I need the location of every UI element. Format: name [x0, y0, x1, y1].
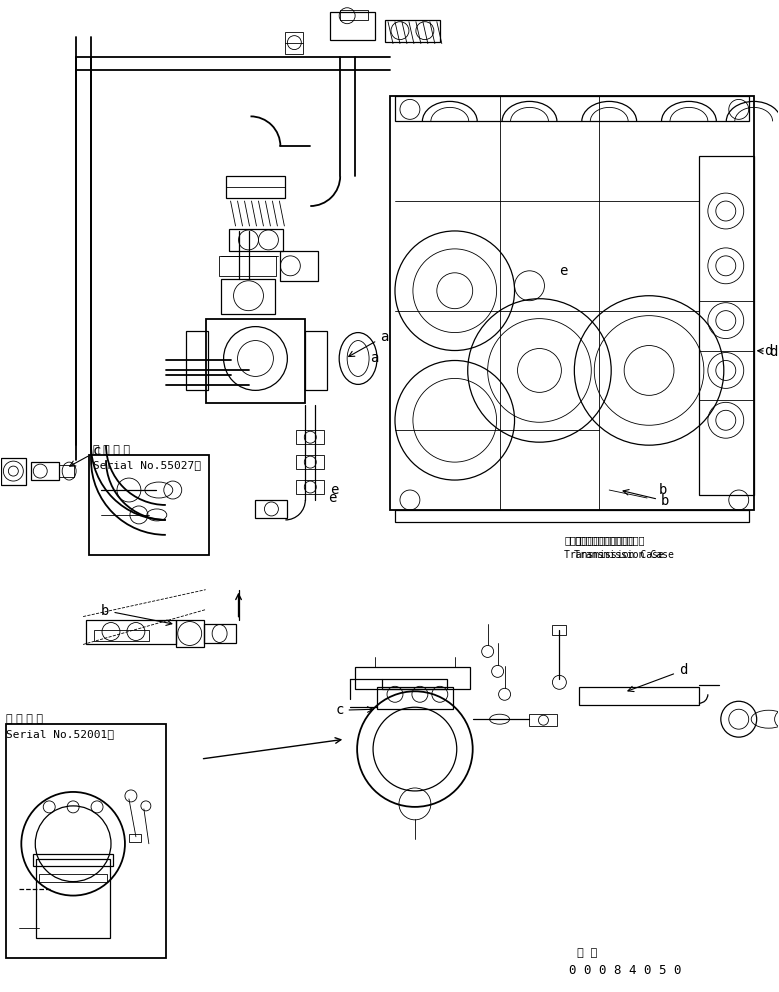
Bar	[37, 859, 110, 938]
Bar	[39, 874, 107, 882]
Text: a: a	[370, 351, 379, 365]
Text: d: d	[758, 344, 777, 358]
Text: c: c	[335, 703, 373, 717]
Text: c: c	[69, 444, 101, 466]
Bar	[86, 620, 176, 645]
Bar	[340, 10, 368, 20]
Bar	[355, 668, 470, 689]
Bar	[129, 834, 141, 842]
Bar	[330, 12, 375, 40]
Text: － －: － －	[577, 948, 597, 958]
Text: トランスミッションケース: トランスミッションケース	[574, 535, 645, 545]
Text: b: b	[623, 489, 669, 508]
Bar	[699, 156, 754, 495]
Bar	[228, 229, 284, 251]
Bar	[296, 480, 324, 494]
Bar	[6, 724, 166, 958]
Bar	[395, 96, 749, 121]
Bar	[377, 687, 453, 709]
Bar	[89, 455, 209, 555]
Bar	[296, 455, 324, 469]
Bar	[552, 625, 566, 635]
Bar	[395, 510, 749, 522]
Bar	[280, 251, 319, 281]
Bar	[219, 256, 277, 276]
Text: Transmission Case: Transmission Case	[574, 550, 674, 559]
Bar	[390, 96, 754, 510]
Bar	[256, 500, 287, 518]
Bar	[385, 20, 440, 42]
Bar	[185, 330, 208, 391]
Text: d: d	[763, 343, 772, 357]
Text: Transmission Case: Transmission Case	[564, 550, 664, 559]
Text: e: e	[330, 483, 339, 497]
Bar	[2, 458, 26, 485]
Bar	[285, 32, 303, 54]
Bar	[59, 465, 74, 477]
Text: トランスミッションケース: トランスミッションケース	[564, 535, 635, 545]
Bar	[31, 462, 59, 480]
Bar	[530, 714, 558, 726]
Text: e: e	[328, 491, 337, 505]
Text: Serial No.55027～: Serial No.55027～	[93, 460, 201, 470]
Bar	[220, 279, 276, 313]
Text: 適 用 号 機: 適 用 号 機	[6, 714, 44, 724]
Bar	[176, 620, 203, 648]
Text: b: b	[659, 483, 668, 497]
Text: 0 0 0 8 4 0 5 0: 0 0 0 8 4 0 5 0	[569, 964, 682, 977]
Text: d: d	[628, 664, 687, 691]
Bar	[305, 330, 327, 391]
Bar	[296, 431, 324, 444]
Text: e: e	[559, 264, 568, 278]
Text: 適 用 号 機: 適 用 号 機	[93, 445, 130, 455]
Bar	[226, 177, 285, 198]
Text: b: b	[101, 603, 172, 625]
Text: Serial No.52001～: Serial No.52001～	[6, 729, 115, 739]
Bar	[94, 630, 149, 642]
Bar	[580, 687, 699, 705]
Bar	[206, 318, 305, 404]
Bar	[33, 854, 113, 866]
Bar	[203, 624, 235, 644]
Text: a: a	[349, 329, 389, 356]
Bar	[382, 680, 447, 689]
